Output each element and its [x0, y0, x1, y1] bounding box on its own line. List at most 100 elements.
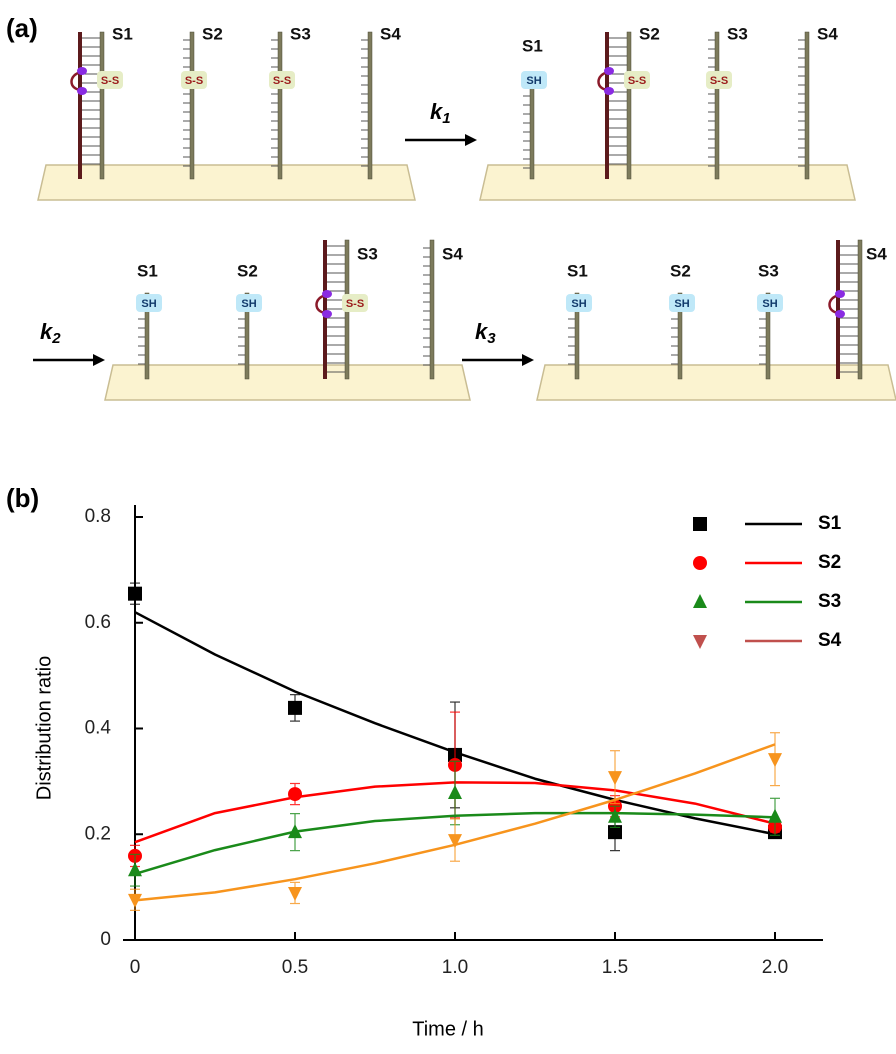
- tag-bg: [706, 71, 732, 89]
- bound-strand: [836, 240, 840, 379]
- strand: [367, 31, 373, 180]
- strand: [804, 31, 810, 180]
- surface: [479, 164, 856, 201]
- strand-label: S1: [522, 36, 543, 55]
- tag: SH: [241, 298, 256, 310]
- marker: [608, 771, 622, 786]
- tag: S-S: [346, 298, 364, 310]
- y-axis-label: Distribution ratio: [33, 656, 55, 801]
- y-tick-label: 0.2: [85, 823, 111, 844]
- strand-label: S2: [670, 261, 691, 280]
- clip: [77, 87, 87, 95]
- strand: [429, 239, 435, 380]
- strand: [189, 31, 195, 180]
- legend-label: S3: [818, 591, 841, 612]
- strand: [529, 87, 535, 180]
- panel-label: (a): [6, 13, 38, 43]
- strand-label: S4: [380, 24, 401, 43]
- marker: [608, 825, 622, 840]
- tag-bg: [566, 294, 592, 312]
- tag-bg: [757, 294, 783, 312]
- surface: [37, 164, 416, 201]
- tag: S-S: [710, 75, 728, 87]
- x-axis-label: Time / h: [412, 1018, 484, 1040]
- tag: SH: [762, 298, 777, 310]
- strand-label: S3: [758, 261, 779, 280]
- legend-marker: [693, 594, 707, 608]
- x-tick-label: 1.5: [602, 957, 628, 978]
- marker: [288, 824, 302, 839]
- rate-constant: k2: [40, 319, 61, 347]
- rate-symbol: k: [475, 319, 489, 344]
- marker: [128, 862, 142, 877]
- bound-strand: [323, 240, 327, 379]
- legend-label: S1: [818, 513, 842, 534]
- marker: [288, 700, 302, 715]
- x-tick-label: 0.5: [282, 957, 308, 978]
- strand-label: S1: [137, 261, 158, 280]
- surface: [104, 364, 471, 401]
- legend-label: S2: [818, 552, 841, 573]
- marker: [768, 753, 782, 768]
- legend-marker: [693, 635, 707, 649]
- marker: [288, 886, 302, 901]
- tag: SH: [141, 298, 156, 310]
- strand-label: S3: [727, 24, 748, 43]
- rate-constant: k1: [430, 99, 451, 127]
- strand: [857, 239, 863, 380]
- strand: [574, 292, 580, 380]
- marker: [448, 834, 462, 849]
- tag-bg: [181, 71, 207, 89]
- x-tick-label: 0: [130, 957, 141, 978]
- rate-constant: k3: [475, 319, 496, 347]
- tag-bg: [521, 71, 547, 89]
- tag: S-S: [273, 75, 291, 87]
- panel-label: (b): [6, 483, 39, 513]
- clip: [835, 290, 845, 298]
- rate-symbol: k: [430, 99, 444, 124]
- tag: S-S: [101, 75, 119, 87]
- arrow-head: [465, 134, 477, 146]
- tag: S-S: [628, 75, 646, 87]
- tag: SH: [526, 75, 541, 87]
- strand-label: S2: [639, 24, 660, 43]
- y-tick-label: 0: [100, 929, 111, 950]
- strand-label: S4: [817, 24, 838, 43]
- strand: [277, 31, 283, 180]
- strand-label: S4: [442, 244, 463, 263]
- legend-marker: [693, 517, 707, 531]
- clip: [604, 67, 614, 75]
- marker: [608, 808, 622, 823]
- clip: [77, 67, 87, 75]
- tag: SH: [571, 298, 586, 310]
- marker: [128, 586, 142, 601]
- strand: [677, 292, 683, 380]
- strand-label: S1: [567, 261, 588, 280]
- x-tick-label: 2.0: [762, 957, 788, 978]
- strand: [714, 31, 720, 180]
- strand: [765, 292, 771, 380]
- marker: [448, 785, 462, 800]
- strand: [99, 31, 105, 180]
- clip: [322, 290, 332, 298]
- tag-bg: [136, 294, 162, 312]
- strand-label: S3: [290, 24, 311, 43]
- marker: [128, 893, 142, 908]
- legend-label: S4: [818, 630, 842, 651]
- strand-label: S2: [237, 261, 258, 280]
- arrow-head: [522, 354, 534, 366]
- marker: [288, 787, 302, 802]
- strand-label: S1: [112, 24, 133, 43]
- rate-index: 1: [442, 110, 450, 127]
- strand-label: S3: [357, 244, 378, 263]
- tag-bg: [342, 294, 368, 312]
- strand-label: S2: [202, 24, 223, 43]
- strand: [626, 31, 632, 180]
- arrow-head: [93, 354, 105, 366]
- tag-bg: [269, 71, 295, 89]
- tag: S-S: [185, 75, 203, 87]
- tag-bg: [624, 71, 650, 89]
- y-tick-label: 0.4: [85, 718, 112, 739]
